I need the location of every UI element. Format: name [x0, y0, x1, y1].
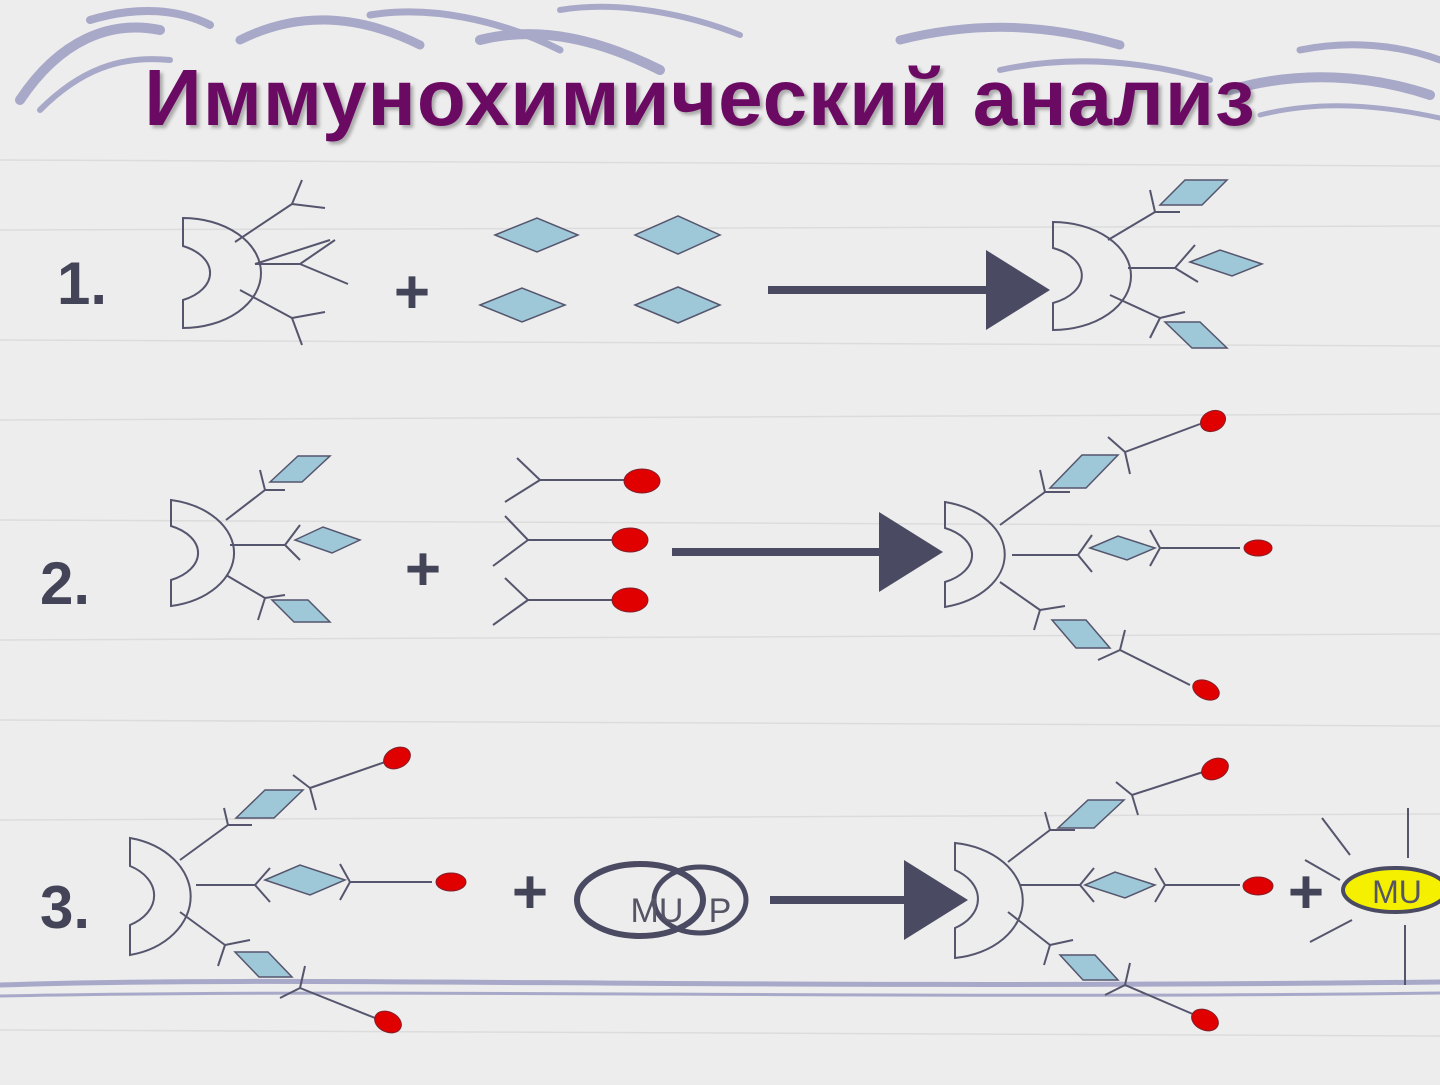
- product-label: MU: [1372, 874, 1422, 910]
- sandwich-complex-left: [129, 746, 467, 1034]
- svg-text:+: +: [405, 535, 441, 604]
- svg-text:+: +: [394, 258, 430, 327]
- free-antigens: [478, 215, 722, 324]
- row-3: + MU P: [40, 746, 1440, 1034]
- substrate-label-mu: MU: [631, 892, 684, 930]
- substrate-label-p: P: [709, 892, 732, 930]
- row-2: +: [40, 409, 1273, 701]
- plus-operator-2: +: [405, 535, 441, 604]
- top-waves: [15, 3, 1440, 121]
- enzyme-substrate: MU P: [574, 861, 749, 939]
- step-label-2: 2.: [40, 550, 90, 617]
- svg-text:+: +: [512, 858, 548, 927]
- labeled-antibodies: [492, 457, 661, 626]
- plus-operator-4: +: [1288, 858, 1324, 927]
- plus-operator: +: [394, 258, 430, 327]
- sandwich-complex-right: [954, 757, 1274, 1032]
- solid-phase-antibody: [182, 179, 349, 346]
- slide-title: Иммунохимический анализ: [144, 53, 1256, 142]
- bottom-waves: [0, 978, 1440, 998]
- fluorescent-product: MU: [1304, 808, 1440, 985]
- step-label-3: 3.: [40, 874, 90, 941]
- svg-text:+: +: [1288, 858, 1324, 927]
- plus-operator-3: +: [512, 858, 548, 927]
- row-1: + 1.: [57, 179, 1265, 349]
- sandwich-complex: [944, 409, 1273, 701]
- complex-with-antigen: [170, 455, 362, 623]
- step-label-1: 1.: [57, 250, 107, 317]
- antibody-antigen-complex: [1052, 179, 1265, 349]
